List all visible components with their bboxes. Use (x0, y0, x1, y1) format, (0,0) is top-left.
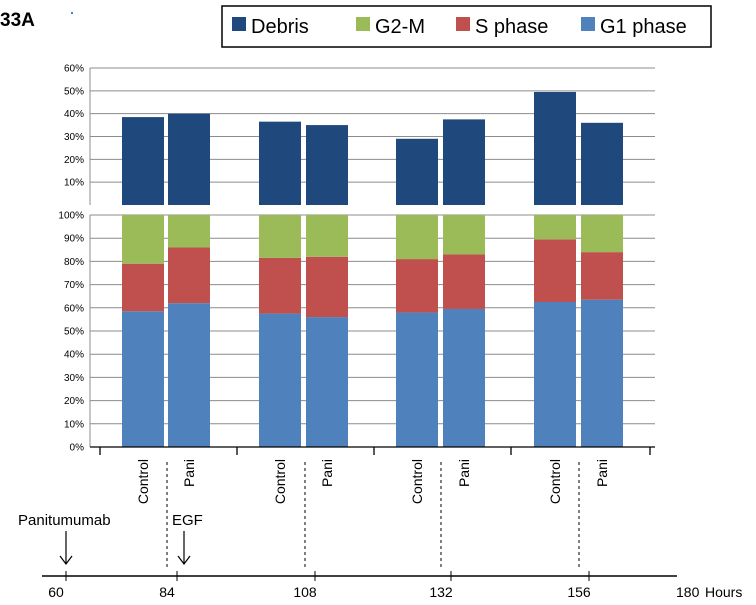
bar-s-phase (306, 256, 348, 318)
bar-debris (122, 117, 164, 205)
panitumumab-arrowhead (59, 555, 73, 565)
timeline-tick-label: 108 (293, 584, 317, 600)
legend-swatch-s-phase (456, 17, 470, 31)
bar-debris (259, 121, 301, 205)
y-tick-label: 30% (64, 132, 84, 143)
bar-s-phase (259, 257, 301, 314)
category-label: Pani (319, 459, 335, 487)
category-label: Control (135, 459, 151, 504)
category-label: Control (272, 459, 288, 504)
bar-s-phase (122, 263, 164, 312)
bar-g1-phase (396, 312, 438, 447)
bar-g2-m (168, 215, 210, 248)
timeline-tick-label: 156 (567, 584, 591, 600)
y-tick-label: 40% (64, 350, 84, 361)
y-tick-label: 30% (64, 373, 84, 384)
timeline-tick-label: 180 (676, 584, 700, 600)
bar-g1-phase (168, 303, 210, 447)
y-tick-label: 10% (64, 178, 84, 189)
bar-g2-m (443, 215, 485, 255)
debris-chart: 60% 50% 40% 30% 20% 10% (64, 64, 655, 205)
y-tick-label: 50% (64, 86, 84, 97)
y-tick-label: 40% (64, 109, 84, 120)
y-tick-label: 20% (64, 396, 84, 407)
bar-g2-m (396, 215, 438, 260)
bar-g1-phase (259, 313, 301, 447)
bar-g2-m (534, 215, 576, 240)
y-tick-label: 100% (58, 211, 84, 222)
egf-annotation: EGF (172, 512, 203, 529)
category-label: Pani (594, 459, 610, 487)
category-label: Control (409, 459, 425, 504)
timeline-tick-label: 84 (159, 584, 175, 600)
bar-debris (581, 122, 623, 205)
bar-g2-m (122, 215, 164, 264)
timeline-tick-label: 132 (429, 584, 453, 600)
y-tick-label: 60% (64, 303, 84, 314)
bar-g1-phase (534, 302, 576, 447)
bar-g2-m (306, 215, 348, 257)
legend-label-g2m: G2-M (375, 16, 425, 38)
y-tick-label: 80% (64, 257, 84, 268)
legend-swatch-g1-phase (581, 17, 595, 31)
legend-label-s-phase: S phase (475, 16, 548, 38)
legend-swatch-debris (232, 17, 246, 31)
bar-debris (396, 138, 438, 205)
bar-s-phase (443, 254, 485, 309)
bar-g1-phase (581, 299, 623, 447)
category-labels: Control Pani Control Pani Control Pani Control… (135, 459, 610, 504)
bar-s-phase (534, 239, 576, 302)
y-tick-label: 90% (64, 234, 84, 245)
bar-s-phase (396, 259, 438, 313)
y-tick-label: 70% (64, 280, 84, 291)
bar-debris (534, 91, 576, 205)
bar-g1-phase (443, 308, 485, 447)
legend: Debris G2-M S phase G1 phase (221, 5, 712, 48)
y-tick-label: 60% (64, 64, 84, 75)
egf-arrowhead (177, 555, 191, 565)
cell-cycle-chart: 100% 90% 80% 70% 60% 50% 40% 30% 20% 10% 0% (58, 211, 655, 455)
figure-label: 33A (0, 10, 35, 31)
y-tick-label: 20% (64, 155, 84, 166)
bar-g1-phase (122, 311, 164, 447)
timeline-ticks: 60 84 108 132 156 180 Hours (48, 571, 742, 600)
legend-swatch-g2m (356, 17, 370, 31)
bar-s-phase (581, 252, 623, 300)
bar-g2-m (259, 215, 301, 258)
bar-debris (168, 113, 210, 205)
timeline-unit: Hours (705, 584, 742, 600)
legend-label-g1-phase: G1 phase (600, 16, 687, 38)
bar-g2-m (581, 215, 623, 253)
category-label: Control (547, 459, 563, 504)
category-label: Pani (456, 459, 472, 487)
category-label: Pani (181, 459, 197, 487)
bar-g1-phase (306, 317, 348, 447)
corner-mark (71, 12, 73, 14)
y-tick-label: 10% (64, 419, 84, 430)
panitumumab-annotation: Panitumumab (18, 512, 111, 529)
y-tick-label: 0% (70, 443, 85, 454)
timeline-tick-label: 60 (48, 584, 64, 600)
timeline: Panitumumab EGF 60 84 108 132 156 180 Hours (18, 462, 742, 600)
bar-debris (443, 119, 485, 205)
y-tick-label: 50% (64, 327, 84, 338)
bar-s-phase (168, 247, 210, 304)
legend-label-debris: Debris (251, 16, 309, 38)
bar-debris (306, 125, 348, 205)
